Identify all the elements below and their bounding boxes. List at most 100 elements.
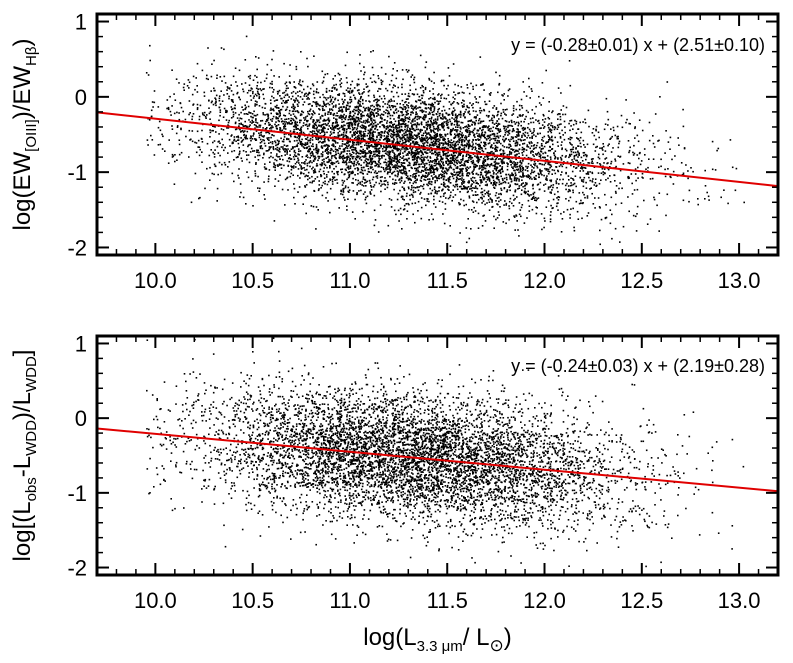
scatter-point: [354, 218, 356, 220]
scatter-point: [456, 171, 458, 174]
scatter-point: [365, 160, 368, 163]
scatter-point: [463, 136, 466, 139]
scatter-point: [506, 168, 509, 171]
scatter-point: [508, 132, 511, 135]
scatter-point: [520, 168, 522, 170]
scatter-point: [395, 111, 398, 114]
scatter-point: [276, 146, 279, 149]
scatter-point: [681, 174, 684, 176]
scatter-point: [201, 112, 204, 114]
scatter-point: [390, 206, 393, 208]
scatter-point: [472, 180, 474, 182]
scatter-point: [178, 118, 181, 121]
scatter-point: [397, 120, 400, 122]
scatter-point: [359, 110, 362, 112]
scatter-point: [564, 148, 567, 151]
scatter-point: [410, 154, 413, 156]
scatter-point: [479, 146, 482, 148]
scatter-point: [437, 130, 439, 132]
scatter-point: [329, 134, 331, 137]
scatter-point: [603, 168, 606, 170]
scatter-point: [561, 154, 564, 157]
scatter-point: [366, 195, 369, 198]
scatter-point: [336, 124, 339, 126]
scatter-point: [246, 125, 248, 128]
scatter-point: [549, 164, 552, 166]
scatter-point: [574, 175, 577, 177]
scatter-point: [569, 196, 572, 199]
scatter-point: [442, 161, 444, 164]
scatter-point: [524, 135, 526, 137]
scatter-point: [704, 198, 706, 200]
scatter-point: [397, 86, 399, 89]
scatter-point: [405, 125, 408, 127]
scatter-point: [554, 150, 557, 152]
scatter-point: [269, 86, 271, 89]
scatter-point: [358, 131, 361, 133]
scatter-point: [460, 134, 462, 136]
scatter-point: [559, 178, 561, 181]
scatter-point: [332, 177, 335, 180]
scatter-point: [379, 114, 382, 117]
scatter-point: [394, 153, 396, 156]
scatter-point: [208, 112, 211, 115]
scatter-point: [536, 142, 539, 144]
scatter-point: [402, 162, 404, 164]
scatter-point: [452, 114, 454, 116]
scatter-point: [453, 101, 455, 103]
scatter-point: [358, 100, 360, 102]
scatter-point: [391, 172, 393, 175]
scatter-point: [294, 101, 296, 103]
scatter-point: [353, 121, 355, 123]
scatter-point: [459, 130, 462, 133]
scatter-point: [469, 125, 471, 127]
scatter-point: [403, 199, 405, 201]
scatter-point: [402, 169, 405, 171]
scatter-point: [437, 127, 440, 129]
scatter-point: [498, 84, 500, 86]
scatter-point: [426, 149, 429, 151]
scatter-point: [360, 130, 362, 133]
scatter-point: [328, 160, 331, 162]
scatter-point: [252, 90, 254, 93]
scatter-point: [340, 110, 342, 112]
scatter-point: [217, 141, 220, 143]
scatter-point: [421, 185, 424, 188]
scatter-point: [572, 189, 574, 192]
scatter-point: [426, 152, 429, 154]
scatter-point: [296, 121, 298, 124]
scatter-point: [298, 137, 300, 140]
scatter-point: [445, 152, 448, 155]
scatter-point: [442, 118, 444, 120]
scatter-point: [332, 155, 334, 157]
scatter-point: [305, 174, 307, 177]
scatter-point: [392, 133, 395, 136]
scatter-point: [490, 92, 492, 94]
scatter-point: [341, 110, 344, 113]
scatter-point: [554, 156, 557, 159]
scatter-point: [364, 154, 367, 157]
scatter-point: [425, 111, 427, 113]
scatter-point: [404, 158, 406, 161]
scatter-point: [539, 163, 542, 165]
scatter-point: [255, 130, 258, 132]
scatter-point: [255, 114, 257, 117]
scatter-point: [434, 206, 437, 208]
scatter-point: [343, 113, 345, 116]
scatter-point: [528, 128, 531, 131]
scatter-point: [246, 171, 248, 173]
scatter-point: [241, 83, 243, 85]
scatter-point: [374, 143, 376, 146]
scatter-point: [303, 162, 305, 164]
scatter-point: [404, 108, 406, 110]
scatter-point: [658, 230, 660, 232]
scatter-point: [245, 203, 247, 205]
scatter-point: [333, 144, 335, 146]
scatter-point: [223, 75, 226, 78]
scatter-point: [564, 131, 566, 134]
scatter-point: [286, 101, 288, 104]
scatter-point: [306, 57, 308, 60]
scatter-point: [530, 88, 533, 90]
scatter-point: [541, 82, 544, 84]
scatter-point: [388, 154, 391, 156]
